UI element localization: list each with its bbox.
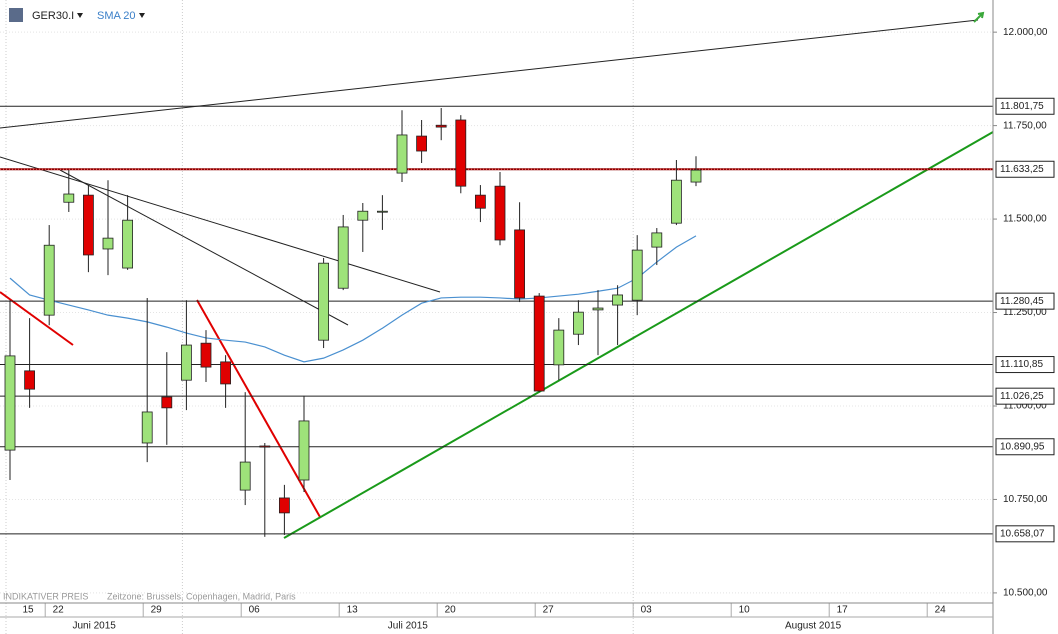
level-box <box>995 292 1055 310</box>
candle-body <box>278 497 290 514</box>
x-tick-label: 20 <box>445 605 457 616</box>
candle-body <box>651 232 663 248</box>
candle-body <box>43 244 55 316</box>
candle-body <box>102 237 114 250</box>
level-label: 11.026,25 <box>1000 391 1044 402</box>
x-tick-label: 03 <box>641 605 653 616</box>
level-box <box>995 387 1055 405</box>
level-label: 11.801,75 <box>1000 101 1044 112</box>
trend-line <box>0 156 441 293</box>
y-tick-label: 11.250,00 <box>1003 307 1047 318</box>
candle-body <box>494 185 506 241</box>
candle-body <box>180 344 192 381</box>
level-label: 11.633,25 <box>1000 164 1044 175</box>
candle-body <box>122 219 133 269</box>
candle-body <box>376 210 388 213</box>
y-tick-label: 10.500,00 <box>1003 588 1048 599</box>
level-label: 10.658,07 <box>1000 528 1045 539</box>
level-box <box>995 160 1055 178</box>
month-label: Juni 2015 <box>73 621 117 632</box>
month-label: Juli 2015 <box>388 621 428 632</box>
candle-body <box>514 229 525 299</box>
y-tick-label: 11.500,00 <box>1003 214 1047 225</box>
candle-body <box>474 194 486 209</box>
level-label: 11.110,85 <box>1000 359 1043 370</box>
level-box <box>995 438 1055 456</box>
grid <box>0 0 993 634</box>
candle-body <box>63 193 75 203</box>
axis-labels: 12.000,00 11.750,00 11.500,00 11.250,00 11.0… <box>22 27 1055 632</box>
candle-body <box>318 262 330 341</box>
candle-body <box>455 119 467 187</box>
level-label: 10.890,95 <box>1000 441 1045 452</box>
candle-body <box>631 249 643 301</box>
candle-body <box>690 169 702 183</box>
candle-body <box>573 311 584 335</box>
candle-body <box>220 361 232 385</box>
y-tick-label: 11.000,00 <box>1003 401 1047 412</box>
trend-line <box>283 131 994 539</box>
trend-line <box>196 299 321 518</box>
candle-body <box>592 307 604 311</box>
candle-body <box>24 370 36 390</box>
x-tick-label: 17 <box>837 605 849 616</box>
symbol-name[interactable]: GER30.I <box>32 10 74 22</box>
x-tick-label: 27 <box>543 605 555 616</box>
x-tick-label: 06 <box>249 605 261 616</box>
symbol-icon <box>9 8 23 22</box>
timezone-note: Zeitzone: Brussels, Copenhagen, Madrid, … <box>107 591 296 601</box>
y-tick-label: 11.750,00 <box>1003 120 1047 131</box>
candle-body <box>259 445 271 448</box>
dropdown-arrow[interactable] <box>77 13 83 18</box>
indicator-name[interactable]: SMA 20 <box>97 10 136 22</box>
plot <box>4 108 702 537</box>
month-label: August 2015 <box>785 621 842 632</box>
candle-body <box>396 134 408 174</box>
x-tick-label: 15 <box>22 605 34 616</box>
candle-body <box>298 420 310 481</box>
x-tick-label: 10 <box>739 605 751 616</box>
sma-line <box>9 235 697 363</box>
level-label: 11.280,45 <box>1000 296 1044 307</box>
candle-body <box>553 329 565 366</box>
x-tick-label: 22 <box>53 605 65 616</box>
y-tick-label: 12.000,00 <box>1003 27 1048 38</box>
trend-line <box>0 19 979 129</box>
price-note: INDIKATIVER PREIS <box>3 591 88 601</box>
candle-body <box>83 194 94 256</box>
candle-body <box>416 135 428 152</box>
candle-body <box>533 295 545 392</box>
candle-body <box>4 355 16 451</box>
candle-body <box>357 210 369 221</box>
level-box <box>995 97 1055 115</box>
candle-body <box>337 226 349 289</box>
level-box <box>995 525 1055 543</box>
candle-body <box>239 461 251 491</box>
candle-body <box>161 396 173 409</box>
x-tick-label: 13 <box>347 605 359 616</box>
candle-body <box>435 124 447 128</box>
chart-corner-icon[interactable] <box>973 11 985 23</box>
candle-body <box>141 411 153 444</box>
x-tick-label: 24 <box>935 605 947 616</box>
levels <box>0 105 993 535</box>
y-tick-label: 10.750,00 <box>1003 494 1048 505</box>
dropdown-arrow[interactable] <box>139 13 145 18</box>
candle-body <box>671 179 682 224</box>
candle-body <box>200 342 212 368</box>
x-tick-label: 29 <box>151 605 163 616</box>
candle-body <box>612 294 623 306</box>
level-box <box>995 356 1055 374</box>
